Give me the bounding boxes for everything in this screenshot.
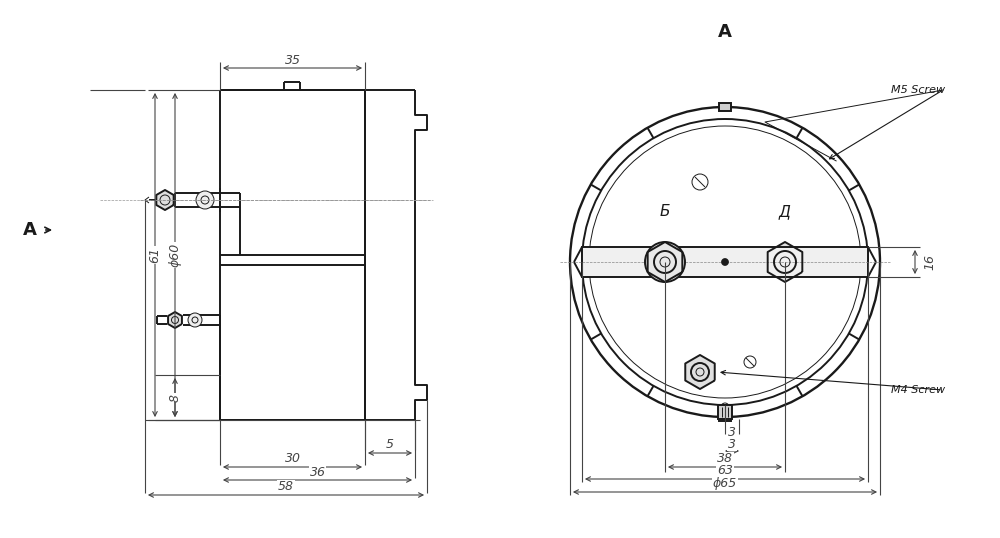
Text: Б: Б [660, 204, 670, 220]
Text: 38: 38 [717, 452, 733, 465]
Bar [719, 103, 731, 111]
Text: 5: 5 [386, 438, 394, 451]
Text: 63: 63 [717, 464, 733, 478]
Text: M5 Screw: M5 Screw [891, 85, 945, 95]
Text: A: A [718, 23, 732, 41]
Text: ϕ65: ϕ65 [713, 478, 737, 491]
Text: 3: 3 [728, 437, 736, 450]
Text: 35: 35 [285, 53, 300, 67]
Circle shape [196, 191, 214, 209]
Polygon shape [156, 190, 174, 210]
Circle shape [645, 242, 685, 282]
Polygon shape [768, 242, 802, 282]
Polygon shape [168, 312, 182, 328]
Text: 16: 16 [924, 254, 936, 270]
Text: ϕ60: ϕ60 [168, 243, 182, 267]
Text: 61: 61 [148, 247, 162, 263]
Text: 58: 58 [278, 480, 294, 493]
Bar [582, 247, 868, 277]
Polygon shape [685, 355, 715, 389]
Bar [719, 413, 731, 421]
Text: A: A [23, 221, 37, 239]
Text: Д: Д [779, 204, 791, 220]
Text: M4 Screw: M4 Screw [891, 385, 945, 395]
Polygon shape [648, 242, 682, 282]
Circle shape [188, 313, 202, 327]
Text: 8: 8 [168, 393, 182, 401]
Text: 3: 3 [728, 426, 736, 438]
Text: 36: 36 [310, 465, 326, 478]
Circle shape [722, 258, 728, 265]
Bar [718, 405, 732, 419]
Text: 30: 30 [285, 452, 300, 465]
